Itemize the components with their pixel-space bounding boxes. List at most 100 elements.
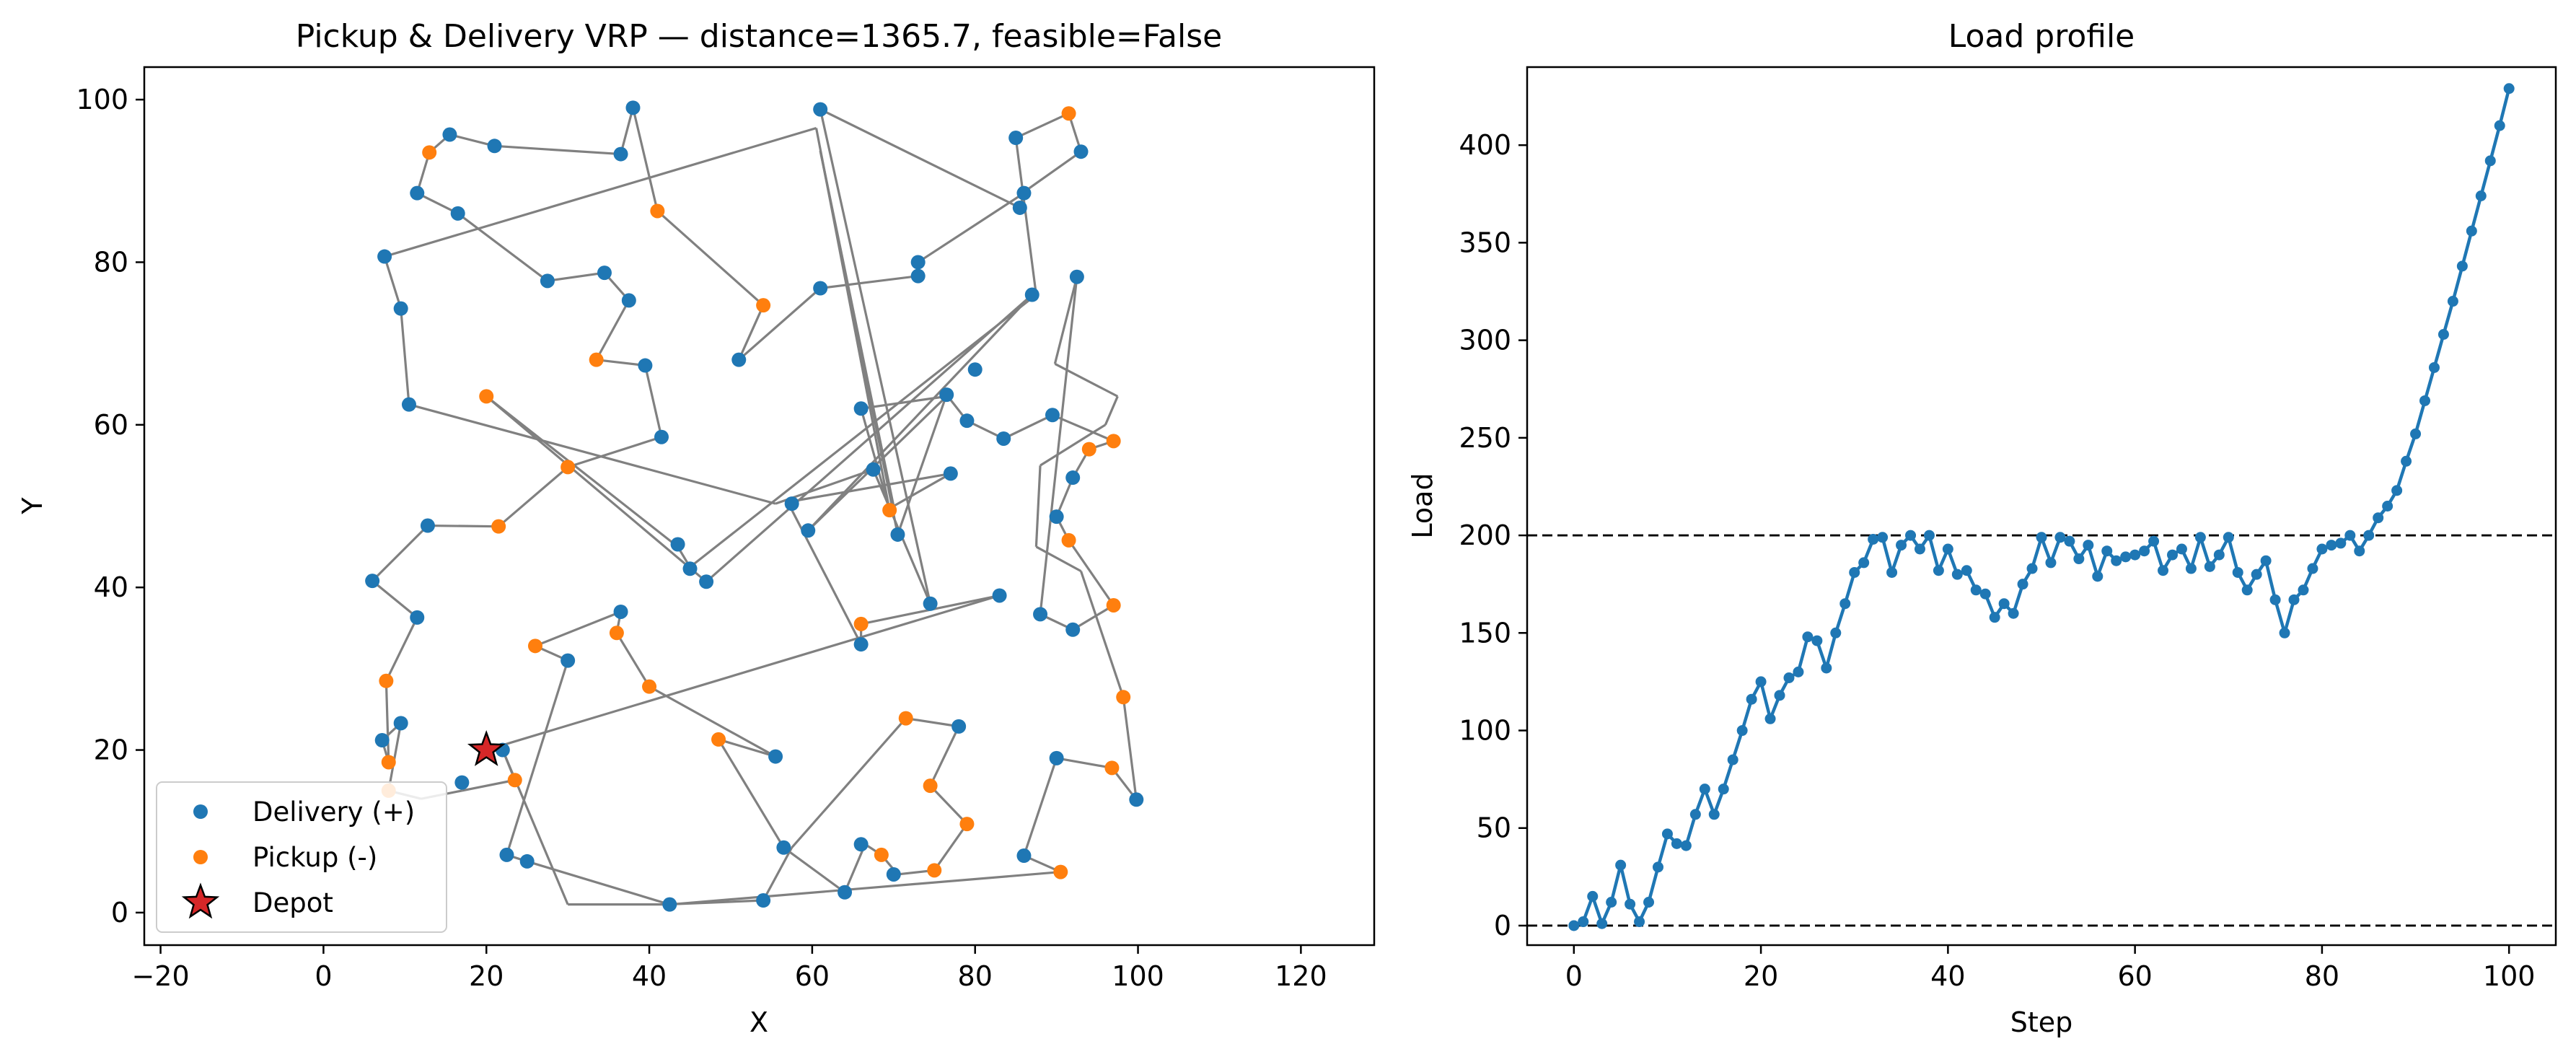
route-segment bbox=[843, 843, 866, 893]
route-segment bbox=[783, 846, 846, 894]
pickup-point bbox=[1081, 442, 1096, 457]
load-point bbox=[2045, 557, 2057, 569]
pickup-point bbox=[379, 673, 394, 688]
load-point bbox=[1858, 557, 1870, 569]
delivery-point bbox=[1008, 131, 1024, 146]
delivery-point bbox=[393, 301, 408, 316]
delivery-point bbox=[813, 281, 828, 296]
route-segment bbox=[718, 738, 776, 758]
route-segment bbox=[1014, 137, 1037, 295]
delivery-point bbox=[853, 401, 869, 416]
y-tick-label: 0 bbox=[1494, 910, 1511, 942]
load-point bbox=[1979, 588, 1991, 600]
route-segment bbox=[384, 126, 817, 258]
vrp-y-ticks: 0 20 40 60 80 100 bbox=[76, 84, 144, 929]
route-segment bbox=[567, 436, 662, 468]
load-series bbox=[1568, 83, 2515, 931]
load-point bbox=[2166, 549, 2178, 561]
load-point bbox=[1699, 784, 1710, 795]
delivery-point bbox=[1049, 509, 1064, 525]
load-point bbox=[1961, 565, 1972, 576]
load-point bbox=[2335, 537, 2347, 549]
load-y-axis-label: Load bbox=[1407, 473, 1438, 538]
load-point bbox=[2279, 627, 2290, 638]
route-segment bbox=[400, 308, 410, 405]
delivery-point bbox=[540, 273, 555, 289]
route-segment bbox=[819, 275, 918, 290]
legend-pickup-marker bbox=[193, 850, 208, 864]
load-point bbox=[2373, 512, 2384, 524]
load-point bbox=[2036, 532, 2047, 543]
x-tick-label: 40 bbox=[1930, 960, 1965, 992]
delivery-point bbox=[853, 837, 869, 852]
x-tick-label: 60 bbox=[2117, 960, 2152, 992]
delivery-point bbox=[613, 604, 628, 619]
load-point bbox=[1877, 532, 1889, 543]
load-chart-title: Load profile bbox=[1948, 18, 2135, 55]
route-segment bbox=[737, 304, 765, 361]
x-tick-label: 0 bbox=[1565, 960, 1583, 992]
load-x-axis-label: Step bbox=[2010, 1006, 2073, 1038]
y-tick-label: 100 bbox=[1459, 715, 1511, 747]
load-point bbox=[1755, 676, 1767, 688]
delivery-point bbox=[377, 249, 392, 264]
load-point bbox=[2494, 120, 2505, 131]
route-segment bbox=[1079, 571, 1125, 698]
route-segment bbox=[1015, 112, 1070, 139]
load-x-ticks: 0 20 40 60 80 100 bbox=[1565, 945, 2535, 992]
delivery-point bbox=[890, 527, 905, 542]
route-segment bbox=[791, 717, 907, 848]
load-point bbox=[2251, 569, 2262, 580]
legend-depot-label: Depot bbox=[252, 887, 333, 918]
route-segment bbox=[1039, 424, 1107, 467]
load-plot-frame bbox=[1526, 66, 2557, 947]
delivery-point bbox=[410, 185, 425, 201]
y-tick-label: 400 bbox=[1459, 129, 1511, 161]
load-point bbox=[1568, 920, 1580, 931]
load-point bbox=[2401, 455, 2412, 467]
route-segment bbox=[705, 294, 1033, 583]
route-segment bbox=[1056, 757, 1112, 769]
route-segment bbox=[384, 680, 390, 763]
route-segment bbox=[372, 525, 429, 582]
route-segment bbox=[535, 610, 622, 647]
load-point bbox=[2083, 540, 2094, 551]
load-point bbox=[2428, 361, 2440, 373]
load-point bbox=[1680, 840, 1692, 851]
load-point bbox=[2410, 428, 2422, 439]
route-points bbox=[365, 100, 1144, 912]
delivery-point bbox=[621, 293, 636, 308]
route-segment bbox=[786, 501, 863, 645]
delivery-point bbox=[1016, 848, 1032, 864]
route-segment bbox=[896, 394, 948, 535]
vrp-x-axis-label: X bbox=[749, 1006, 768, 1038]
route-segment bbox=[1035, 545, 1082, 573]
load-point bbox=[1578, 916, 1589, 928]
pickup-point bbox=[507, 773, 522, 788]
load-point bbox=[2484, 155, 2496, 167]
delivery-point bbox=[910, 268, 926, 284]
delivery-point bbox=[499, 847, 514, 862]
load-point bbox=[2223, 532, 2234, 543]
route-segment bbox=[1068, 539, 1115, 606]
delivery-point bbox=[699, 574, 714, 589]
pickup-point bbox=[381, 755, 396, 770]
x-tick-label: 80 bbox=[2305, 960, 2339, 992]
load-point bbox=[1689, 809, 1701, 820]
route-segment bbox=[669, 870, 1061, 906]
load-point bbox=[1764, 713, 1776, 724]
delivery-point bbox=[393, 716, 408, 731]
delivery-point bbox=[992, 588, 1007, 603]
load-point bbox=[1849, 566, 1860, 578]
route-segment bbox=[819, 109, 932, 605]
delivery-point bbox=[756, 893, 771, 908]
delivery-point bbox=[1065, 470, 1081, 486]
load-point bbox=[2447, 296, 2458, 307]
x-tick-label: 20 bbox=[1744, 960, 1778, 992]
load-point bbox=[2288, 594, 2300, 605]
route-segment bbox=[595, 299, 630, 361]
load-point bbox=[2269, 594, 2281, 605]
load-point bbox=[2008, 607, 2019, 619]
load-point bbox=[1821, 662, 1832, 674]
pickup-point bbox=[874, 847, 889, 862]
